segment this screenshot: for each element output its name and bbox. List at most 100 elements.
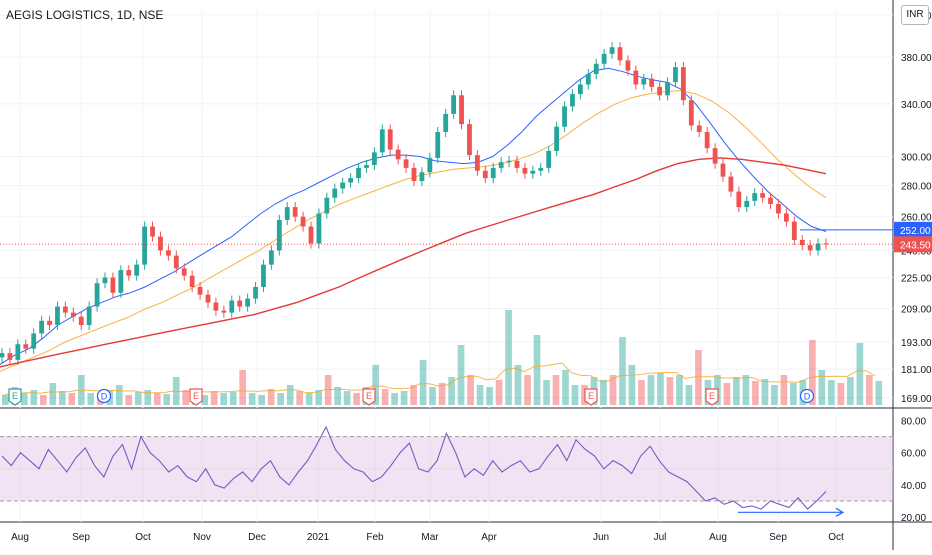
candlestick — [237, 295, 243, 312]
earnings-marker[interactable]: E — [362, 388, 376, 406]
candlestick — [617, 42, 623, 66]
candlestick — [736, 186, 742, 213]
candlestick — [720, 158, 726, 182]
candlestick — [142, 221, 148, 270]
moving-average-line — [0, 67, 827, 365]
time-axis-label: Aug — [11, 532, 29, 543]
price-tick-label: 181.00 — [901, 365, 932, 376]
candlestick — [522, 162, 528, 179]
arrow-head-icon — [835, 507, 845, 517]
candlestick — [474, 150, 480, 176]
volume-bar — [391, 393, 398, 405]
price-tick-label: 300.00 — [901, 153, 932, 164]
volume-bar — [647, 375, 655, 405]
volume-bar — [134, 392, 142, 405]
candlestick — [506, 155, 512, 168]
candlestick — [791, 216, 797, 246]
candlestick — [744, 195, 750, 213]
volume-bar — [742, 375, 750, 405]
candlestick — [78, 311, 84, 331]
price-axis-badge-label: 243.50 — [900, 240, 931, 251]
candlestick — [554, 121, 560, 157]
candlestick — [62, 301, 68, 318]
candlestick — [268, 245, 274, 270]
candlestick — [165, 245, 171, 261]
candlestick — [783, 208, 789, 227]
earnings-marker[interactable]: E — [8, 388, 22, 406]
moving-average-line — [0, 157, 827, 368]
candlestick — [562, 101, 567, 132]
candlestick — [688, 95, 694, 131]
volume-bar — [2, 395, 9, 405]
volume-bar — [125, 395, 133, 405]
candlestick — [134, 259, 140, 281]
candlestick — [673, 62, 678, 88]
candlestick — [70, 307, 76, 322]
candlestick — [760, 188, 766, 203]
volume-bar — [438, 383, 446, 405]
dividend-marker[interactable]: D — [799, 388, 815, 404]
candlestick — [379, 124, 385, 158]
candlestick — [482, 165, 488, 184]
volume-bar — [695, 350, 702, 405]
candlestick — [625, 55, 631, 76]
candlestick — [364, 159, 369, 173]
volume-bar — [790, 383, 797, 405]
rsi-tick-label: 60.00 — [901, 449, 926, 460]
svg-text:E: E — [366, 391, 372, 401]
time-axis-label: 2021 — [307, 532, 330, 543]
volume-bar — [258, 395, 266, 405]
volume-bar — [809, 340, 816, 405]
candlestick — [197, 281, 203, 300]
volume-bar — [248, 393, 256, 405]
candlestick — [221, 305, 227, 318]
volume-bar — [39, 395, 47, 405]
volume-bar — [381, 389, 389, 405]
candlestick — [799, 234, 805, 251]
candlestick — [23, 339, 29, 354]
volume-bar — [543, 380, 550, 405]
candlestick — [150, 221, 155, 242]
candlestick — [158, 231, 163, 256]
candlestick — [419, 167, 425, 187]
candlestick — [276, 214, 282, 256]
volume-bar — [666, 377, 674, 405]
price-tick-label: 209.00 — [901, 305, 932, 316]
time-axis-label: Feb — [366, 532, 384, 543]
time-axis-label: Aug — [709, 532, 727, 543]
volume-bar — [562, 370, 569, 405]
rsi-line — [1, 425, 827, 510]
dividend-marker[interactable]: D — [96, 388, 112, 404]
volume-bar — [343, 391, 351, 405]
volume-bar — [115, 385, 123, 405]
volume-bar — [305, 393, 313, 405]
volume-bar — [429, 387, 436, 405]
volume-bar — [334, 387, 341, 405]
candlestick — [173, 250, 179, 274]
candlestick — [55, 301, 60, 331]
candlestick — [633, 65, 639, 90]
time-axis-label: Apr — [481, 532, 497, 543]
candlestick — [403, 154, 409, 173]
symbol-title: AEGIS LOGISTICS, 1D, NSE — [6, 8, 164, 22]
candlestick — [324, 192, 330, 219]
candlestick — [102, 272, 108, 289]
volume-bar — [448, 377, 455, 405]
svg-text:D: D — [804, 392, 811, 402]
price-tick-label: 280.00 — [901, 182, 932, 193]
earnings-marker[interactable]: E — [584, 388, 598, 406]
candlestick — [15, 339, 21, 365]
candlestick — [39, 315, 45, 339]
volume-bar — [353, 393, 360, 405]
price-tick-label: 193.00 — [901, 338, 932, 349]
candlestick — [585, 69, 591, 90]
earnings-marker[interactable]: E — [705, 388, 719, 406]
candlestick — [316, 208, 322, 249]
earnings-marker[interactable]: E — [189, 388, 203, 406]
volume-bar — [372, 365, 379, 405]
currency-button[interactable]: INR — [901, 5, 929, 25]
candlestick — [118, 265, 124, 298]
candlestick — [577, 79, 583, 100]
